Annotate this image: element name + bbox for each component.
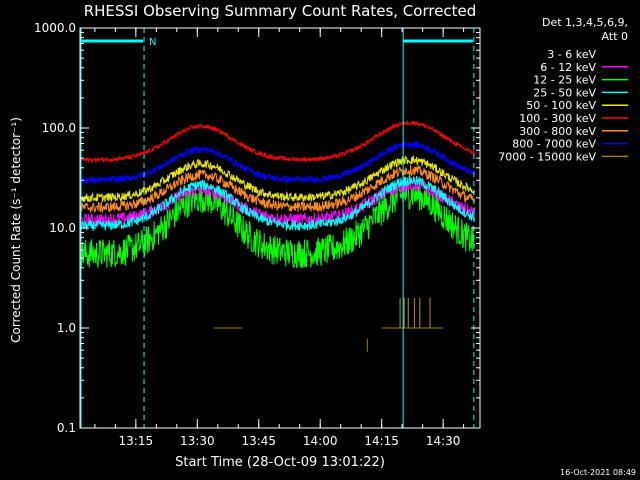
y-tick-label: 0.1: [57, 421, 76, 435]
x-tick-label: 13:15: [119, 434, 154, 448]
series-group: [80, 119, 476, 352]
y-tick-label: 1.0: [57, 321, 76, 335]
series-line-7: [80, 140, 476, 185]
legend-header-line2: Att 0: [602, 30, 628, 43]
y-axis-label: Corrected Count Rate (s⁻¹ detector⁻¹): [9, 117, 23, 343]
x-tick-label: 14:30: [426, 434, 461, 448]
y-tick-label: 1000.0: [34, 21, 76, 35]
series-line-5: [80, 119, 476, 164]
legend-label-2: 12 - 25 keV: [533, 74, 596, 87]
legend-label-5: 100 - 300 keV: [519, 112, 596, 125]
x-tick-label: 14:15: [364, 434, 399, 448]
footer-timestamp: 16-Oct-2021 08:49: [560, 468, 636, 477]
legend-label-0: 3 - 6 keV: [547, 48, 596, 61]
legend-label-8: 7000 - 15000 keV: [498, 150, 596, 163]
series-line-4: [80, 154, 476, 203]
x-tick-label: 13:45: [241, 434, 276, 448]
y-tick-label: 10.0: [49, 221, 76, 235]
x-tick-label: 14:00: [303, 434, 338, 448]
x-axis-label: Start Time (28-Oct-09 13:01:22): [175, 455, 385, 470]
night-marker-label: N: [149, 37, 156, 48]
legend-label-4: 50 - 100 keV: [526, 99, 596, 112]
legend-label-6: 300 - 800 keV: [519, 125, 596, 138]
chart-title: RHESSI Observing Summary Count Rates, Co…: [84, 2, 477, 20]
series-line-2: [80, 180, 476, 269]
legend-header-line1: Det 1,3,4,5,6,9,: [542, 16, 628, 29]
legend-label-7: 800 - 7000 keV: [512, 138, 596, 151]
series-line-3: [80, 174, 476, 232]
legend-label-1: 6 - 12 keV: [540, 61, 596, 74]
axes-group: 1000.0 100.0 10.0 1.0 0.1 13:15 13:30 13:45 14:0…: [34, 21, 481, 448]
legend-label-3: 25 - 50 keV: [533, 86, 596, 99]
y-tick-label: 100.0: [42, 121, 76, 135]
x-tick-label: 13:30: [180, 434, 215, 448]
series-line-6: [80, 164, 476, 214]
